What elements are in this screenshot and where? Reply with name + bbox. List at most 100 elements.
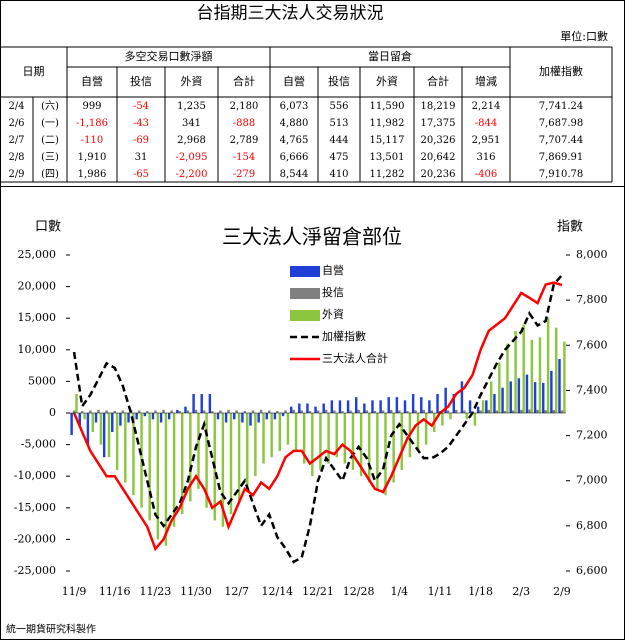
bar [289, 406, 293, 413]
x-tick-label: 1/11 [428, 585, 453, 598]
y-tick-label: -20,000 [14, 532, 56, 545]
bar [111, 413, 114, 432]
table-cell: -844 [475, 118, 497, 129]
bar [324, 409, 328, 413]
legend-label: 三大法人合計 [322, 351, 388, 365]
bar [416, 413, 420, 451]
bar [292, 409, 295, 413]
bar [414, 410, 417, 413]
bar [254, 413, 257, 477]
y-label: 口數 [35, 220, 61, 235]
table-cell: 999 [82, 101, 101, 112]
bar [476, 406, 480, 413]
bar [243, 411, 247, 413]
table-cell: 6,073 [280, 101, 309, 112]
bar [99, 413, 103, 445]
bar [468, 400, 472, 413]
bar [189, 413, 192, 502]
bar [349, 410, 352, 413]
bar [302, 413, 306, 464]
table-cell: (一) [41, 118, 59, 129]
bar [197, 413, 200, 489]
bar [398, 410, 401, 413]
sub-header: 自營 [283, 75, 305, 88]
bar [241, 413, 244, 423]
y2-tick-label: 6,600 [576, 564, 608, 577]
table-cell: (二) [41, 135, 59, 146]
bar [314, 406, 317, 413]
bar [354, 397, 358, 413]
bar [420, 397, 423, 413]
sub-header: 外資 [181, 75, 203, 88]
bar [135, 413, 138, 420]
header: 多空交易口數淨額 [125, 49, 213, 63]
table-cell: 2,968 [177, 135, 206, 146]
legend-label: 加權指數 [322, 329, 366, 343]
table-cell: 8,544 [280, 169, 309, 180]
x-tick-label: 12/21 [302, 585, 334, 598]
bar [558, 359, 561, 413]
bar [229, 413, 233, 515]
bar [286, 413, 290, 445]
y2-tick-label: 7,000 [576, 474, 608, 487]
bar [563, 341, 566, 413]
bar [555, 327, 558, 413]
bar [180, 413, 184, 515]
bar [338, 400, 342, 413]
bar [493, 394, 496, 413]
bar [227, 409, 230, 413]
bar [365, 410, 369, 413]
bar [308, 411, 312, 413]
bar [387, 397, 390, 413]
bar [115, 413, 119, 470]
bar [436, 394, 439, 413]
table-cell: 7,707.44 [539, 135, 584, 146]
table-cell: -888 [233, 118, 255, 129]
y-tick-label: 5000 [28, 374, 56, 387]
bar [167, 413, 171, 420]
table-cell: 2,951 [472, 135, 501, 146]
bar [200, 394, 203, 413]
bar [186, 410, 190, 413]
bar [552, 409, 556, 413]
header: 當日留倉 [368, 49, 412, 63]
table-cell: 513 [329, 118, 348, 129]
x-tick-label: 1/18 [468, 585, 493, 598]
x-tick-label: 12/7 [224, 585, 249, 598]
x-tick-label: 12/28 [343, 585, 375, 598]
table-cell: 7,687.98 [539, 118, 584, 129]
y-tick-label: 10,000 [18, 343, 57, 356]
bar [105, 410, 108, 413]
bar [78, 413, 81, 426]
bar [424, 413, 428, 445]
bar [455, 409, 458, 413]
bar [560, 410, 564, 413]
table-cell: (四) [41, 169, 59, 180]
bar [327, 413, 330, 464]
bar [127, 413, 130, 423]
bar [192, 394, 195, 413]
bar [487, 409, 490, 413]
bar [363, 403, 366, 413]
bar [121, 410, 125, 413]
table-cell: 20,236 [421, 169, 456, 180]
bar [219, 410, 222, 413]
y-tick-label: 15,000 [18, 311, 57, 324]
bar [525, 374, 529, 413]
table-cell: 410 [329, 169, 348, 180]
table-cell: 20,326 [421, 135, 456, 146]
bar [224, 413, 228, 423]
y2-label: 指數 [557, 220, 583, 235]
bar [460, 381, 464, 413]
table-cell: -110 [81, 135, 103, 146]
bar [463, 410, 466, 413]
header: 日期 [23, 65, 45, 78]
bar [132, 413, 135, 496]
table-cell: 2,789 [230, 135, 259, 146]
bar [489, 381, 493, 413]
bar [498, 362, 501, 413]
table-cell: 556 [329, 101, 348, 112]
bar [284, 410, 287, 413]
table-cell: -2,200 [175, 169, 207, 180]
bar [335, 413, 338, 458]
